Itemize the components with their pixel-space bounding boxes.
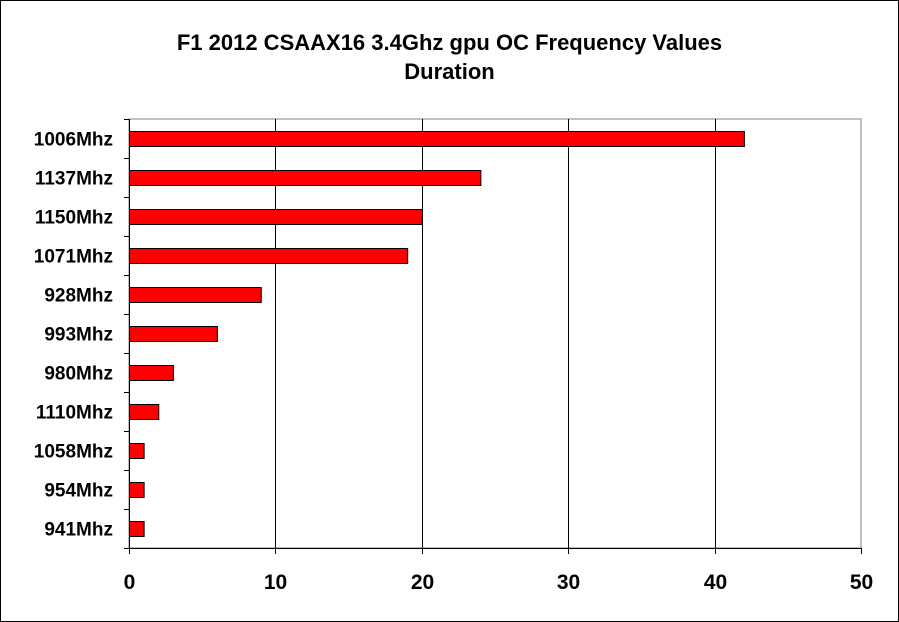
category-label-941Mhz: 941Mhz (44, 520, 113, 541)
x-tick-label-30: 30 (557, 571, 580, 594)
category-label-1006Mhz: 1006Mhz (34, 130, 113, 151)
bar-1058Mhz (129, 443, 145, 459)
category-label-980Mhz: 980Mhz (44, 364, 113, 385)
x-tick-label-0: 0 (124, 571, 136, 594)
category-label-954Mhz: 954Mhz (44, 481, 113, 502)
bar-1150Mhz (129, 209, 423, 225)
category-label-1110Mhz: 1110Mhz (36, 403, 113, 424)
category-label-993Mhz: 993Mhz (44, 325, 113, 346)
bar-928Mhz (129, 287, 262, 303)
chart-title-block: F1 2012 CSAAX16 3.4Ghz gpu OC Frequency … (0, 28, 899, 86)
bar-954Mhz (129, 482, 145, 498)
bar-1110Mhz (129, 404, 160, 420)
category-label-1150Mhz: 1150Mhz (35, 208, 113, 229)
bar-941Mhz (129, 521, 145, 537)
chart-subtitle: Duration (404, 59, 495, 84)
bar-1137Mhz (129, 170, 482, 186)
x-tick-label-20: 20 (411, 571, 434, 594)
category-label-928Mhz: 928Mhz (44, 286, 113, 307)
bar-980Mhz (129, 365, 174, 381)
x-tick-label-50: 50 (850, 571, 873, 594)
bar-1071Mhz (129, 248, 409, 264)
category-label-1058Mhz: 1058Mhz (34, 442, 113, 463)
plot-area (128, 118, 862, 549)
category-label-1071Mhz: 1071Mhz (34, 247, 113, 268)
x-tick-label-40: 40 (704, 571, 727, 594)
category-label-1137Mhz: 1137Mhz (35, 169, 113, 190)
bar-993Mhz (129, 326, 218, 342)
chart-title: F1 2012 CSAAX16 3.4Ghz gpu OC Frequency … (176, 30, 723, 55)
bar-1006Mhz (129, 131, 745, 147)
x-tick-label-10: 10 (264, 571, 287, 594)
